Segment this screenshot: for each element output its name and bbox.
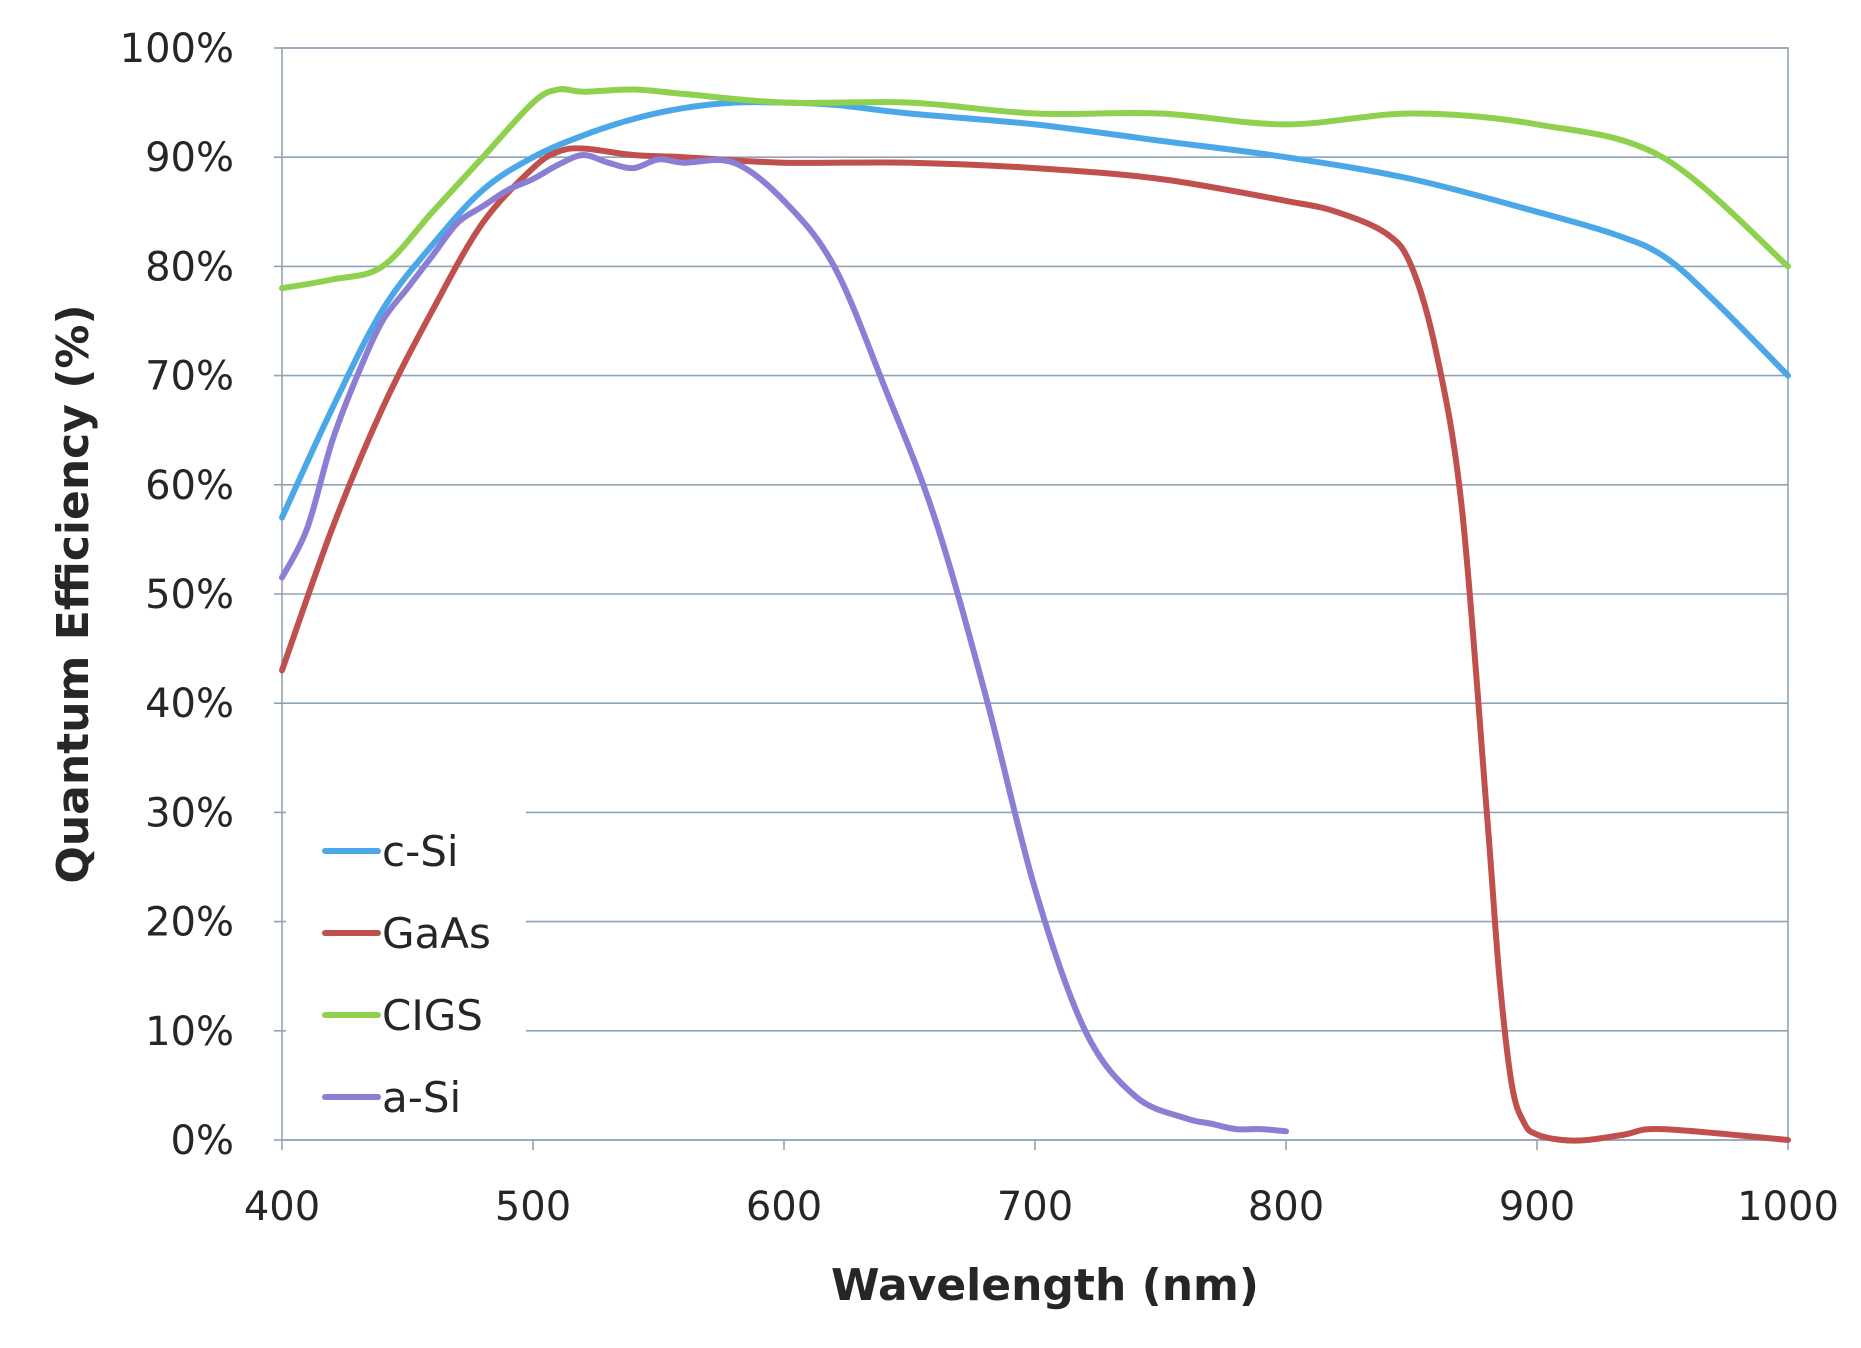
x-axis-title: Wavelength (nm)	[831, 1260, 1259, 1311]
x-tick-label: 700	[997, 1184, 1073, 1230]
y-tick-label: 60%	[145, 463, 234, 509]
y-tick-label: 20%	[145, 900, 234, 946]
x-tick-label: 400	[244, 1184, 320, 1230]
legend-label-a-si: a-Si	[382, 1073, 461, 1122]
series-line-cigs	[279, 86, 1791, 292]
series-line-a-si	[279, 152, 1289, 1135]
plot-area-frame	[281, 47, 1789, 1141]
legend: c-Si GaAs CIGS a-Si	[322, 827, 491, 1122]
y-tick-label: 70%	[145, 354, 234, 400]
legend-label-cigs: CIGS	[382, 991, 483, 1040]
y-axis-tick-labels: 0% 10% 20% 30% 40% 50% 60% 70% 80% 90% 100%	[120, 26, 234, 1164]
y-tick-label: 100%	[120, 26, 234, 72]
series-line-c-si	[279, 99, 1791, 521]
y-tick-label: 50%	[145, 572, 234, 618]
y-tick-label: 10%	[145, 1009, 234, 1055]
y-tick-label: 40%	[145, 681, 234, 727]
x-axis-tick-labels: 400 500 600 700 800 900 1000	[244, 1184, 1839, 1230]
series-lines	[279, 86, 1791, 1144]
x-tick-label: 600	[746, 1184, 822, 1230]
y-tick-label: 30%	[145, 790, 234, 836]
x-tick-label: 500	[495, 1184, 571, 1230]
legend-label-gaas: GaAs	[382, 909, 491, 958]
x-tick-label: 1000	[1737, 1184, 1839, 1230]
y-tick-label: 0%	[171, 1118, 234, 1164]
x-tick-label: 800	[1248, 1184, 1324, 1230]
y-tick-label: 80%	[145, 244, 234, 290]
x-tick-label: 900	[1499, 1184, 1575, 1230]
series-line-gaas	[279, 145, 1791, 1144]
y-axis-title: Quantum Efficiency (%)	[48, 304, 99, 883]
legend-label-c-si: c-Si	[382, 827, 459, 876]
y-tick-label: 90%	[145, 135, 234, 181]
